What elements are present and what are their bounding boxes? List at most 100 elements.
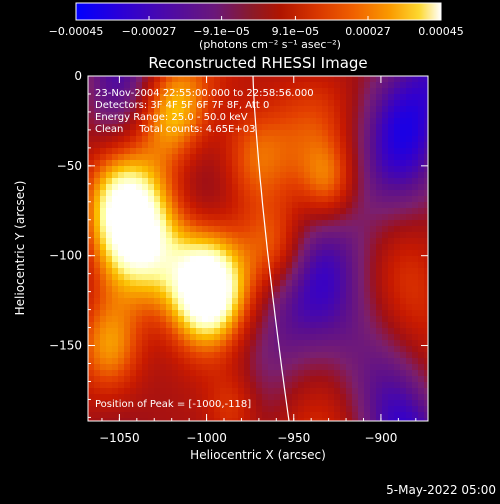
heatmap-cell — [244, 388, 251, 395]
heatmap-cell — [340, 334, 347, 341]
heatmap-cell — [250, 382, 257, 389]
heatmap-cell — [346, 256, 353, 263]
heatmap-cell — [412, 160, 419, 167]
heatmap-cell — [370, 160, 377, 167]
heatmap-cell — [190, 214, 197, 221]
heatmap-cell — [112, 196, 119, 203]
heatmap-cell — [256, 136, 263, 143]
heatmap-cell — [328, 382, 335, 389]
heatmap-cell — [214, 142, 221, 149]
heatmap-cell — [184, 376, 191, 383]
heatmap-cell — [184, 190, 191, 197]
heatmap-cell — [124, 94, 131, 101]
heatmap-cell — [328, 364, 335, 371]
heatmap-cell — [376, 256, 383, 263]
heatmap-cell — [112, 292, 119, 299]
heatmap-cell — [166, 304, 173, 311]
heatmap-cell — [412, 226, 419, 233]
heatmap-cell — [202, 112, 209, 119]
heatmap-cell — [310, 268, 317, 275]
heatmap-cell — [256, 388, 263, 395]
heatmap-cell — [334, 226, 341, 233]
heatmap-cell — [400, 220, 407, 227]
heatmap-cell — [382, 400, 389, 407]
heatmap-cell — [352, 214, 359, 221]
heatmap-cell — [334, 202, 341, 209]
heatmap-cell — [106, 208, 113, 215]
heatmap-cell — [232, 280, 239, 287]
heatmap-cell — [238, 196, 245, 203]
heatmap-cell — [214, 316, 221, 323]
heatmap-cell — [418, 304, 425, 311]
heatmap-cell — [94, 412, 101, 419]
heatmap-cell — [148, 286, 155, 293]
heatmap-cell — [220, 106, 227, 113]
heatmap-cell — [250, 100, 257, 107]
heatmap-cell — [130, 106, 137, 113]
heatmap-cell — [130, 244, 137, 251]
heatmap-cell — [376, 286, 383, 293]
heatmap-cell — [358, 124, 365, 131]
heatmap-cell — [370, 136, 377, 143]
heatmap-cell — [232, 244, 239, 251]
heatmap-cell — [250, 154, 257, 161]
heatmap-cell — [292, 412, 299, 419]
heatmap-cell — [94, 316, 101, 323]
heatmap-cell — [160, 142, 167, 149]
heatmap-cell — [310, 262, 317, 269]
heatmap-cell — [286, 388, 293, 395]
heatmap-cell — [184, 136, 191, 143]
heatmap-cell — [184, 178, 191, 185]
heatmap-cell — [370, 394, 377, 401]
heatmap-cell — [148, 196, 155, 203]
heatmap-cell — [178, 262, 185, 269]
heatmap-cell — [232, 130, 239, 137]
heatmap-cell — [244, 112, 251, 119]
heatmap-cell — [388, 184, 395, 191]
heatmap-cell — [400, 190, 407, 197]
heatmap-cell — [382, 328, 389, 335]
heatmap-cell — [412, 214, 419, 221]
heatmap-cell — [196, 268, 203, 275]
heatmap-cell — [418, 370, 425, 377]
heatmap-cell — [214, 412, 221, 419]
heatmap-cell — [202, 376, 209, 383]
heatmap-cell — [106, 298, 113, 305]
heatmap-cell — [94, 226, 101, 233]
heatmap-cell — [400, 238, 407, 245]
heatmap-cell — [334, 322, 341, 329]
heatmap-cell — [292, 256, 299, 263]
heatmap-cell — [250, 238, 257, 245]
heatmap-cell — [94, 148, 101, 155]
heatmap-cell — [208, 334, 215, 341]
heatmap-cell — [232, 322, 239, 329]
heatmap-cell — [220, 118, 227, 125]
heatmap-cell — [310, 76, 317, 83]
heatmap-cell — [388, 310, 395, 317]
heatmap-cell — [376, 262, 383, 269]
heatmap-cell — [166, 238, 173, 245]
heatmap-cell — [412, 394, 419, 401]
heatmap-cell — [406, 166, 413, 173]
heatmap-cell — [268, 244, 275, 251]
heatmap-cell — [268, 82, 275, 89]
heatmap-cell — [136, 394, 143, 401]
heatmap-cell — [232, 154, 239, 161]
heatmap-cell — [94, 370, 101, 377]
heatmap-cell — [358, 412, 365, 419]
heatmap-cell — [94, 418, 101, 421]
heatmap-cell — [322, 352, 329, 359]
heatmap-cell — [328, 226, 335, 233]
heatmap-cell — [106, 214, 113, 221]
heatmap-cell — [316, 256, 323, 263]
heatmap-cell — [262, 190, 269, 197]
heatmap-cell — [424, 208, 428, 215]
heatmap-cell — [406, 226, 413, 233]
heatmap-cell — [244, 184, 251, 191]
heatmap-cell — [160, 382, 167, 389]
heatmap-cell — [142, 232, 149, 239]
heatmap-cell — [406, 274, 413, 281]
heatmap-cell — [166, 82, 173, 89]
heatmap-cell — [274, 346, 281, 353]
heatmap-cell — [178, 220, 185, 227]
